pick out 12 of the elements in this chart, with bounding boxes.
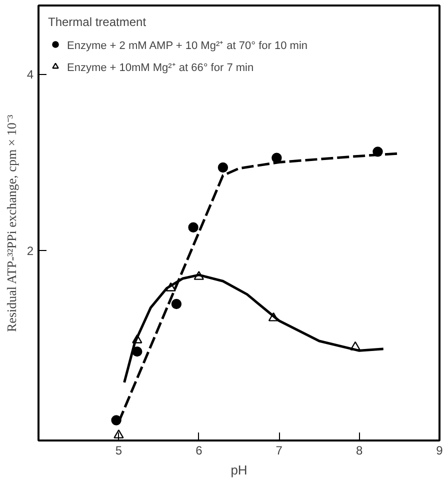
y-axis-title: Residual ATP-³²PPi exchange, cpm × 10⁻³ <box>4 114 19 332</box>
legend-label: Enzyme + 10mM Mg²⁺ at 66° for 7 min <box>67 60 254 74</box>
y-tick-label: 2 <box>26 244 34 258</box>
x-tick-label: 7 <box>276 444 283 458</box>
x-tick-label: 8 <box>356 444 363 458</box>
x-tick-label: 6 <box>196 444 203 458</box>
x-axis-title: pH <box>230 462 248 478</box>
legend-title: Thermal treatment <box>48 15 148 29</box>
legend-label: Enzyme + 2 mM AMP + 10 Mg²⁺ at 70° for 10 min <box>67 38 308 52</box>
x-tick-label: 9 <box>436 444 444 458</box>
y-tick-label: 4 <box>26 68 34 82</box>
x-tick-label: 5 <box>115 444 122 458</box>
